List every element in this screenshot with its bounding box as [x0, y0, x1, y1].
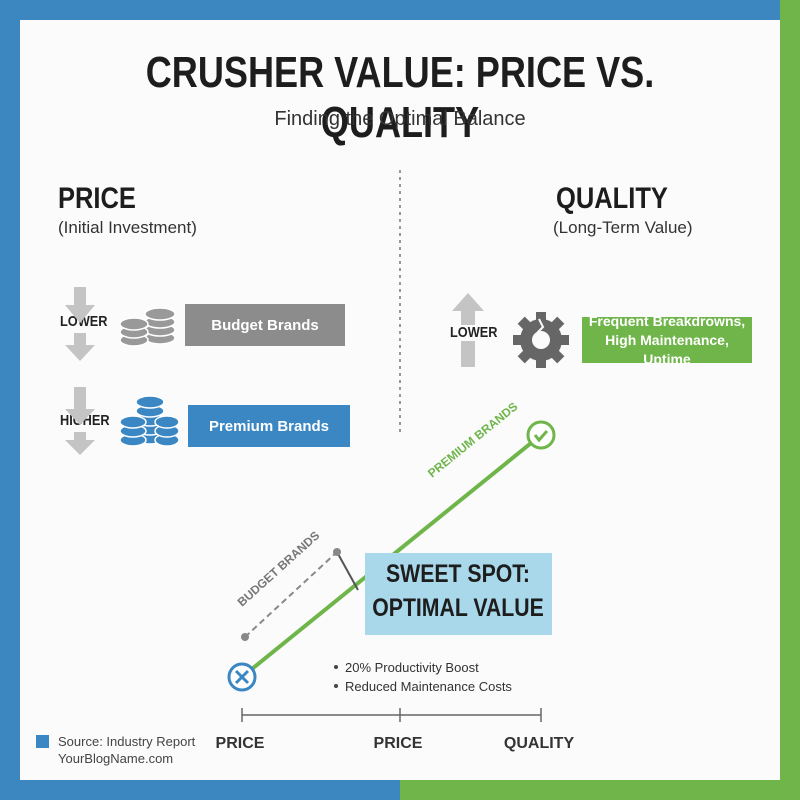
quality-box: Frequent Breakdrowns, High Maintenance, …: [582, 313, 752, 367]
source: Source: Industry Report: [58, 734, 196, 749]
budget-dot: [333, 548, 341, 556]
subtitle: Finding the Optimal Balance: [274, 108, 526, 130]
callout-text: SWEET SPOT:: [386, 559, 530, 587]
budget-line: [244, 551, 338, 638]
quality-line: Frequent Breakdrowns,: [588, 312, 746, 329]
bullet-dot: [334, 684, 338, 688]
callout-box: [365, 553, 552, 635]
site: YourBlogName.com: [58, 751, 173, 766]
quality-line: High Maintenance, Uptime: [605, 331, 729, 367]
level-label: LOWER: [60, 313, 108, 330]
callout-pointer: [336, 551, 359, 591]
frame-green: [780, 0, 800, 800]
axis-label: PRICE: [374, 735, 423, 752]
axis-label: QUALITY: [504, 735, 575, 752]
frame-green: [400, 780, 800, 800]
axis-label: PRICE: [216, 735, 265, 752]
arrow-icons: [65, 287, 484, 455]
end-marker: [526, 420, 556, 450]
source-swatch: [36, 735, 49, 748]
coin-icon: [119, 395, 180, 447]
level-label: LOWER: [450, 324, 498, 341]
budget-box: Budget Brands: [185, 304, 345, 346]
title: CRUSHER VALUE: PRICE VS. QUALITY: [145, 48, 655, 147]
start-marker-x: [234, 669, 250, 685]
premium-label: PREMIUM BRANDS: [425, 399, 520, 480]
bullet-dot: [334, 665, 338, 669]
end-marker-check: [533, 430, 549, 443]
price-heading: PRICE: [58, 182, 136, 215]
budget-label: BUDGET BRANDS: [235, 528, 323, 609]
bullet: 20% Productivity Boost: [345, 660, 479, 675]
coin-icon: [119, 307, 176, 347]
budget-dot: [241, 633, 249, 641]
price-subheading: (Initial Investment): [58, 218, 197, 237]
quality-heading: QUALITY: [556, 182, 668, 215]
premium-box: Premium Brands: [188, 405, 350, 447]
gear-icon: [513, 312, 569, 368]
callout-text: OPTIMAL VALUE: [372, 593, 543, 621]
bullet: Reduced Maintenance Costs: [345, 679, 512, 694]
quality-subheading: (Long-Term Value): [553, 218, 693, 237]
